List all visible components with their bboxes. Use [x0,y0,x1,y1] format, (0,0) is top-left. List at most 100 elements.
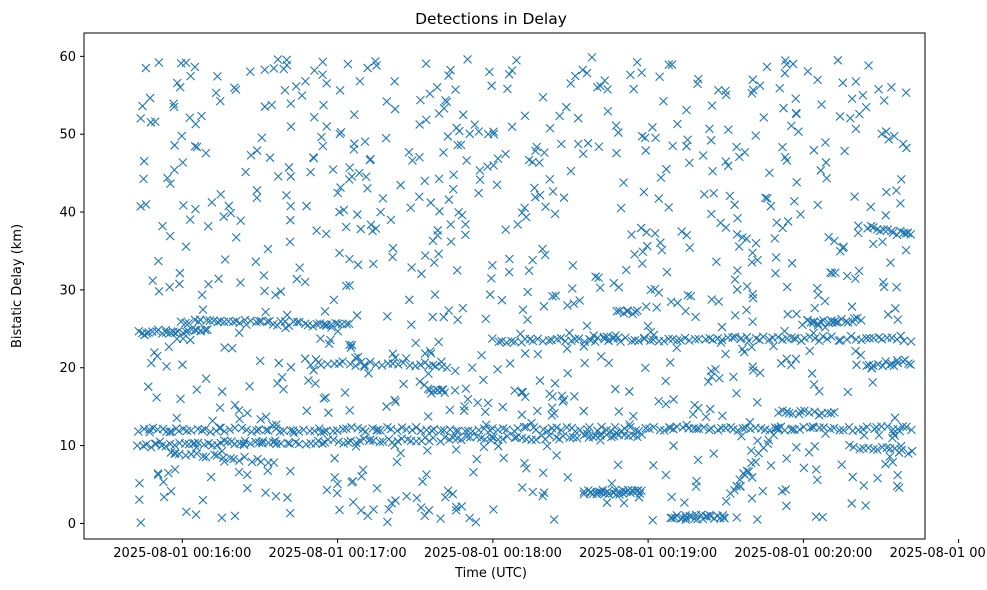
data-point [448,184,458,194]
data-point [427,426,437,435]
y-tick-label: 20 [59,361,76,376]
data-point [319,320,328,330]
data-point [164,342,174,352]
data-point [540,250,550,260]
data-point [421,59,431,69]
data-point [884,134,894,144]
data-point [787,424,797,434]
data-point [626,70,635,80]
data-point [346,359,355,369]
data-point [786,360,796,370]
data-point [479,442,489,452]
data-point [474,425,484,435]
data-point [318,141,328,151]
data-point [872,224,882,234]
data-point [322,78,332,88]
data-point [606,432,616,442]
data-point [485,290,495,299]
data-point [332,426,342,435]
data-point [434,337,444,347]
data-point [318,70,327,80]
data-point [454,207,463,217]
data-point [612,148,621,158]
data-point [518,387,528,397]
data-point [623,306,632,315]
data-point [322,122,332,131]
data-point [165,427,175,437]
data-point [746,446,756,456]
data-point [611,428,621,438]
data-point [780,152,790,162]
data-point [440,492,450,502]
data-point [520,203,530,213]
data-point [261,488,270,497]
data-point [864,443,873,453]
data-point [518,305,528,315]
data-point [393,436,403,446]
data-point [507,66,517,75]
data-point [693,79,702,89]
y-tick-label: 10 [59,439,76,454]
data-point [334,437,344,447]
data-point [579,341,589,351]
data-point [276,439,286,448]
data-point [563,473,573,482]
data-point [587,52,597,62]
data-point [625,420,635,429]
data-point [343,437,353,447]
data-point [693,403,703,413]
data-point [458,110,468,120]
data-point [181,318,190,328]
data-point [520,458,529,468]
data-point [328,426,338,436]
data-point [390,104,400,114]
data-point [517,410,527,420]
data-point [256,414,266,424]
data-point [252,426,261,435]
data-point [443,132,453,141]
data-point [328,165,338,175]
data-point [306,167,315,177]
data-point [752,397,762,407]
data-point [483,162,492,172]
data-point [273,171,283,181]
data-point [202,325,212,335]
data-point [321,229,331,239]
data-point [242,470,252,480]
y-tick-label: 60 [59,50,76,65]
data-point [356,224,366,234]
data-point [437,362,447,372]
data-point [609,278,619,288]
data-point [463,394,473,404]
data-point [504,69,514,79]
data-point [673,119,682,129]
data-point [282,190,291,200]
data-point [295,263,305,273]
data-point [345,280,355,290]
data-point [770,234,780,243]
data-point [659,96,668,106]
data-point [699,423,709,432]
data-point [363,63,372,73]
data-point [210,450,219,460]
data-point [641,423,651,433]
data-point [170,464,180,474]
data-point [680,333,690,343]
data-point [452,123,461,133]
data-point [672,336,682,345]
data-point [329,295,339,305]
data-point [552,423,562,433]
data-point [585,423,594,432]
data-point [766,201,776,211]
data-point [411,338,421,348]
data-point [153,469,163,478]
data-point [148,276,158,286]
data-point [407,263,417,272]
data-point [285,508,295,518]
data-point [888,433,897,443]
data-point [198,452,208,461]
data-point [861,333,871,343]
data-point [791,354,801,364]
data-point [274,358,284,368]
data-point [223,437,233,447]
